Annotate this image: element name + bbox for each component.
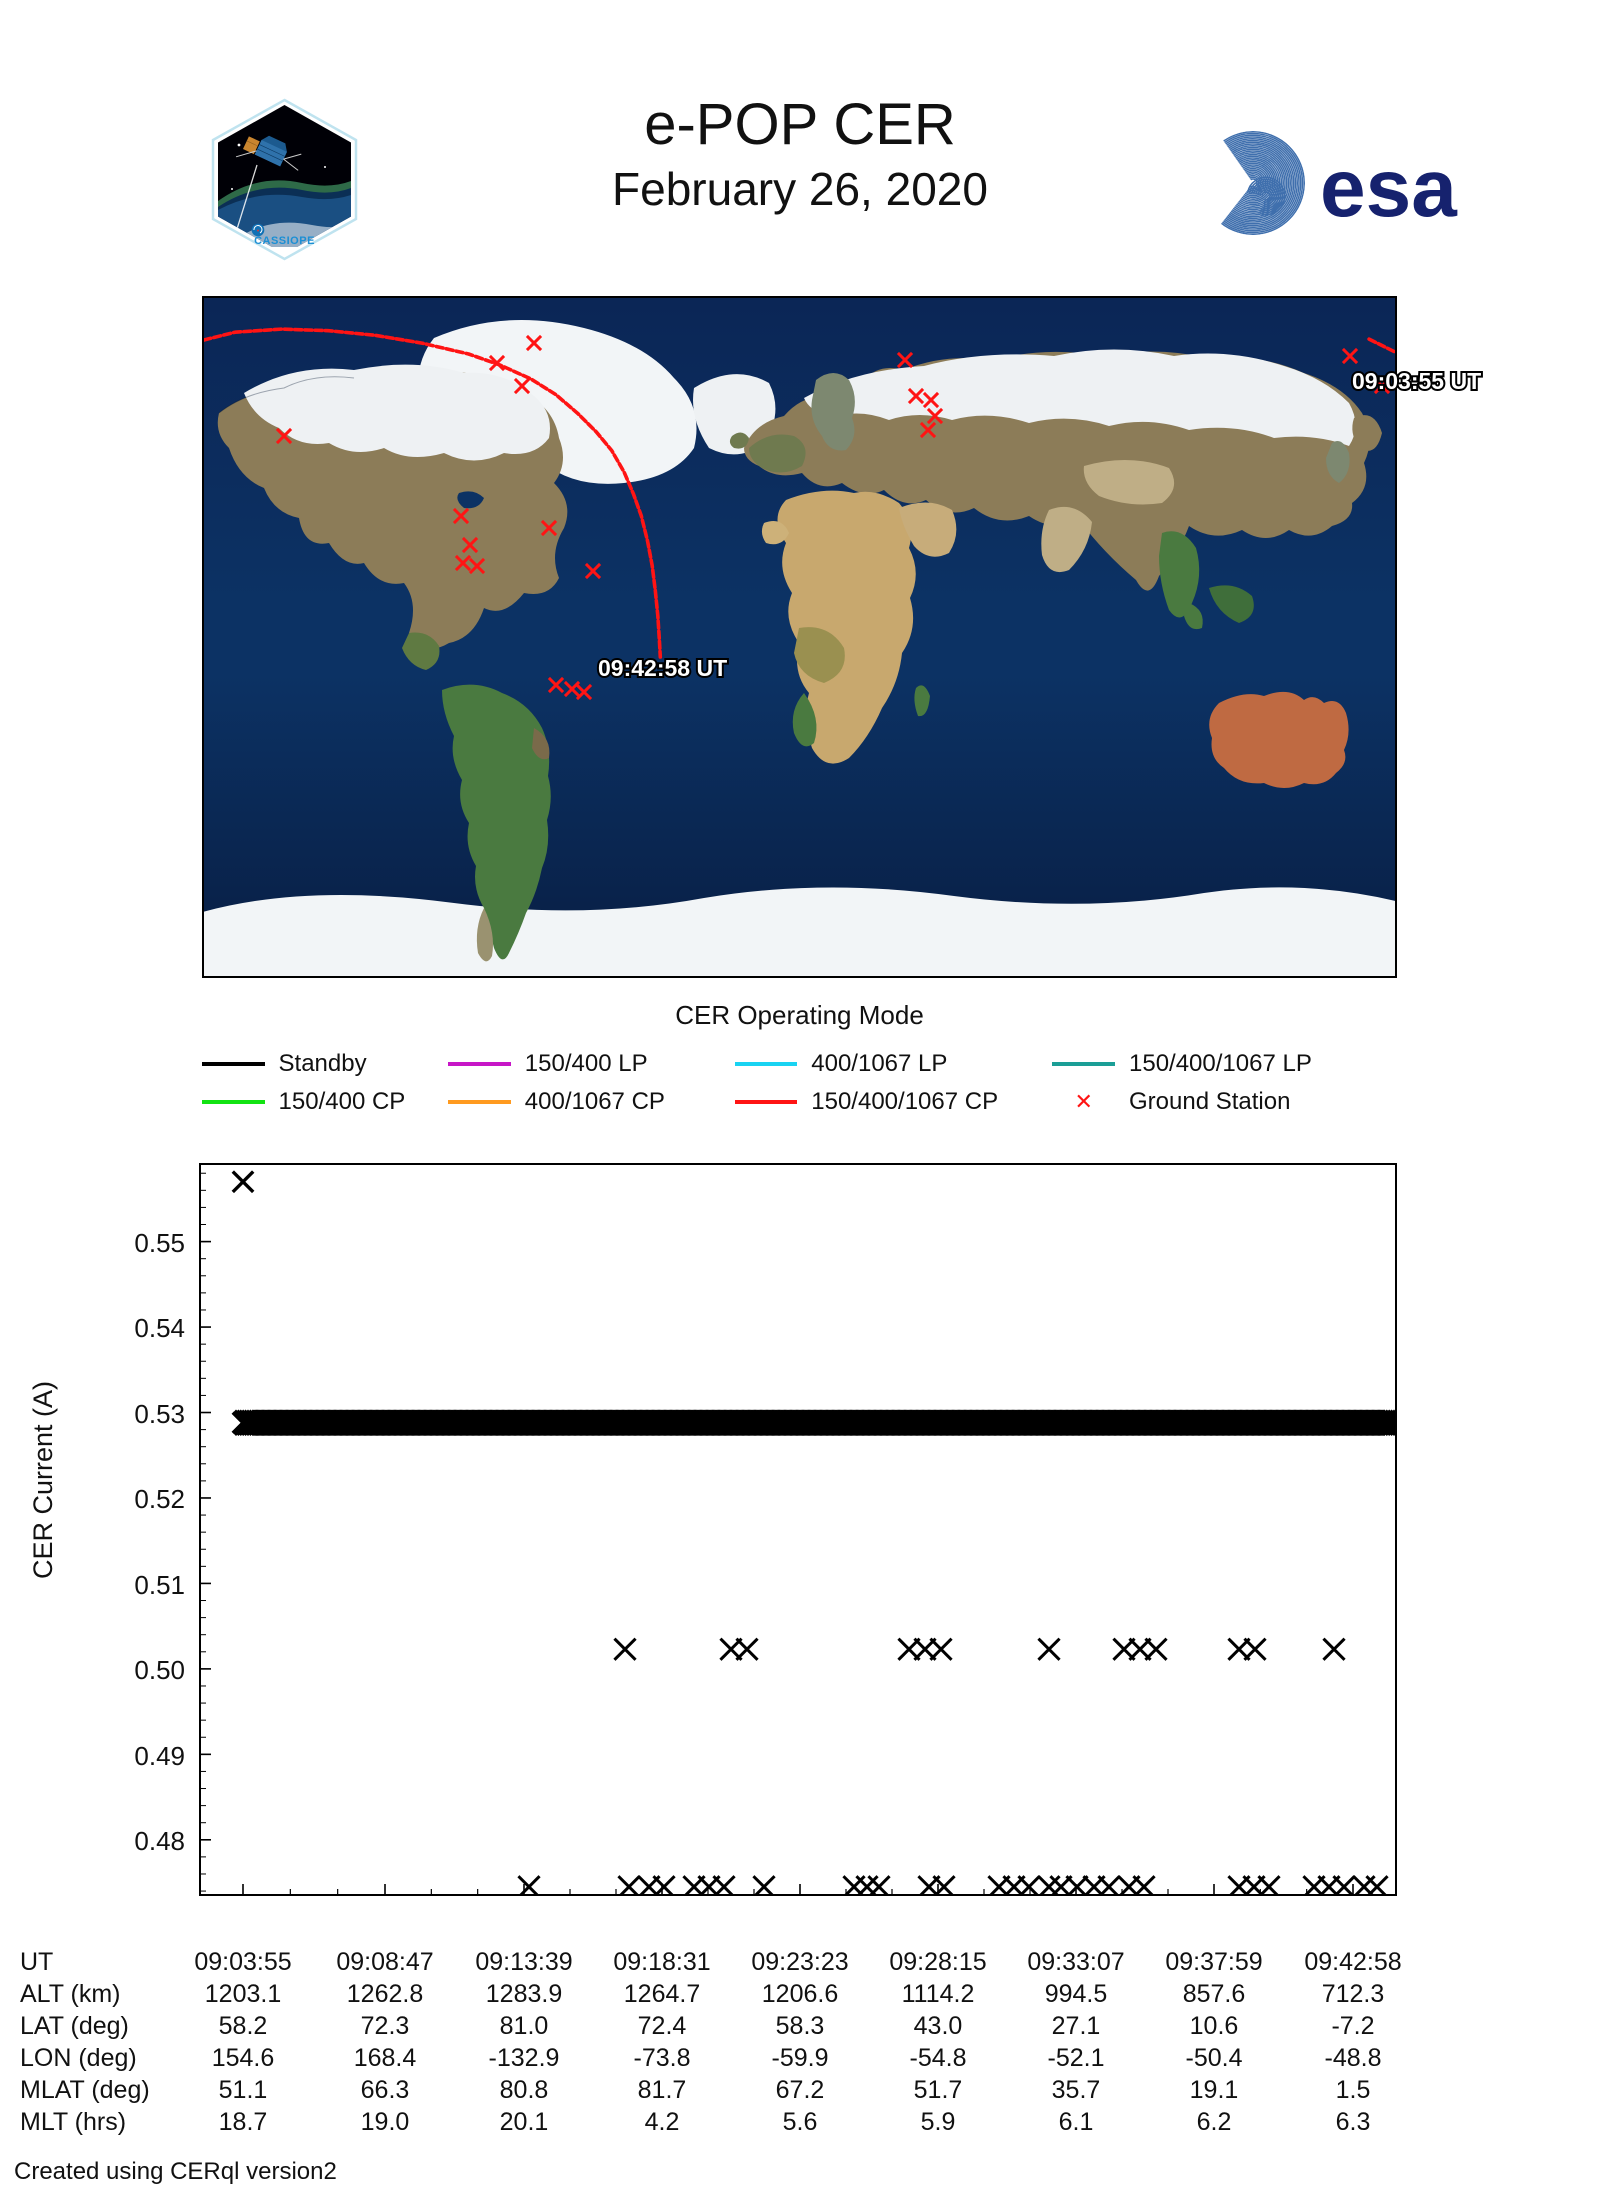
svg-text:CASSIOPE: CASSIOPE	[254, 235, 315, 247]
svg-text:esa: esa	[1320, 143, 1458, 234]
